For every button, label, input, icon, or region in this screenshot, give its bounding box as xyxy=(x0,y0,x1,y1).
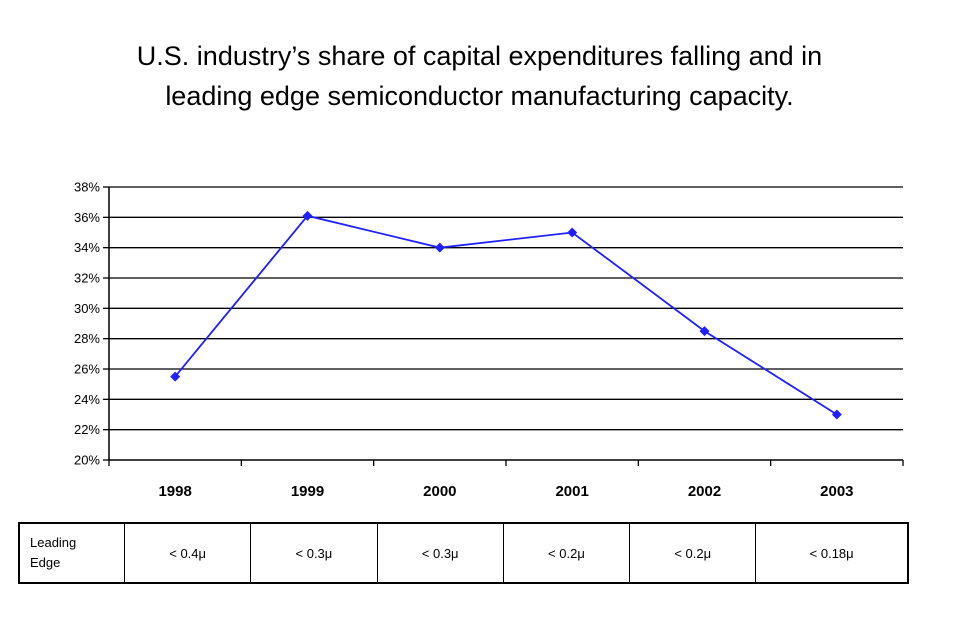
y-tick-label: 36% xyxy=(74,210,100,225)
y-tick-label: 24% xyxy=(74,392,100,407)
data-point-marker xyxy=(302,210,313,221)
y-tick-labels: 20% 22% 24% 26% 28% 30% 32% 34% 36% 38% xyxy=(74,180,100,468)
data-point-marker xyxy=(831,409,842,420)
table-row: Leading Edge < 0.4μ < 0.3μ < 0.3μ < 0.2μ… xyxy=(18,522,909,584)
y-tick-label: 26% xyxy=(74,362,100,377)
chart-title-line1: U.S. industry’s share of capital expendi… xyxy=(136,41,823,71)
line-chart: 20% 22% 24% 26% 28% 30% 32% 34% 36% 38% 1998 1999 2… xyxy=(74,180,904,500)
chart-title: U.S. industry’s share of capital expendi… xyxy=(0,36,959,116)
x-tick-label: 1999 xyxy=(291,483,324,500)
leading-edge-table: Leading Edge < 0.4μ < 0.3μ < 0.3μ < 0.2μ… xyxy=(18,522,909,584)
x-tick-labels: 1998 1999 2000 2001 2002 2003 xyxy=(158,483,853,500)
table-cell: < 0.3μ xyxy=(250,522,378,584)
x-tick-label: 2001 xyxy=(555,483,588,500)
row-header-leading-edge: Leading Edge xyxy=(18,522,125,584)
y-tick-label: 38% xyxy=(74,180,100,195)
x-tick-label: 2002 xyxy=(688,483,721,500)
y-tick-label: 20% xyxy=(74,453,100,468)
axes xyxy=(103,186,904,466)
data-point-marker xyxy=(434,242,445,253)
y-tick-label: 22% xyxy=(74,422,100,437)
data-point-marker xyxy=(699,326,710,337)
x-tick-label: 1998 xyxy=(158,483,191,500)
table-cell: < 0.2μ xyxy=(629,522,757,584)
row-header-line1: Leading xyxy=(30,535,77,550)
series-layer xyxy=(170,210,842,420)
data-point-marker xyxy=(170,371,181,382)
table-cell: < 0.4μ xyxy=(123,522,252,584)
data-point-marker xyxy=(567,227,578,238)
chart-title-line2: leading edge semiconductor manufacturing… xyxy=(165,81,794,111)
y-tick-label: 34% xyxy=(74,240,100,255)
y-tick-label: 28% xyxy=(74,331,100,346)
x-tick-label: 2000 xyxy=(423,483,456,500)
series-line xyxy=(174,214,838,416)
y-tick-label: 30% xyxy=(74,301,100,316)
table-cell: < 0.2μ xyxy=(502,522,631,584)
table-cell: < 0.3μ xyxy=(376,522,504,584)
y-tick-label: 32% xyxy=(74,271,100,286)
table-cell: < 0.18μ xyxy=(755,522,909,584)
grid-lines xyxy=(109,186,903,431)
x-tick-label: 2003 xyxy=(820,483,853,500)
row-header-line2: Edge xyxy=(30,555,61,570)
